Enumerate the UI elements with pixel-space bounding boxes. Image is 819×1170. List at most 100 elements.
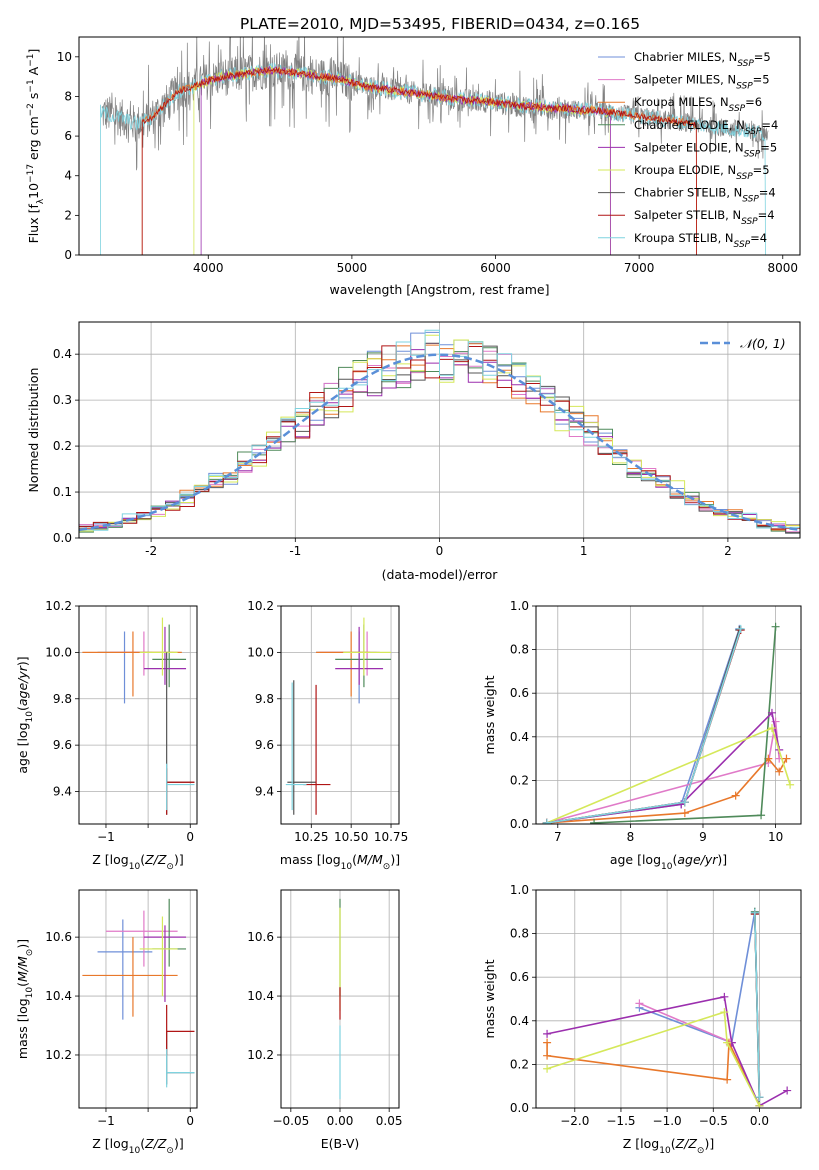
y-tick-label: 0.2 [510, 773, 529, 787]
legend-entry: Chabrier MILES, NSSP=5 [634, 50, 771, 69]
mass-weight-point-marker [543, 1038, 552, 1047]
label-fragment: 10 [659, 1146, 671, 1156]
axes-frame [280, 605, 400, 825]
label-fragment: ( [671, 1136, 676, 1151]
legend-entry: Kroupa MILES, NSSP=6 [634, 95, 762, 114]
label-fragment: ⊙ [166, 1146, 174, 1156]
legend-entry: Kroupa STELIB, NSSP=4 [634, 231, 767, 250]
y-tick-label: 10.2 [247, 599, 274, 613]
label-fragment: ⊙ [25, 949, 35, 957]
y-tick-label: 10.6 [247, 930, 274, 944]
mass-weight-point-marker [680, 809, 689, 818]
y-tick-label: 8 [64, 89, 72, 103]
mass-weight-point-marker [775, 767, 784, 776]
label-fragment: =6 [745, 95, 762, 109]
label-fragment: age [log [610, 852, 661, 867]
y-tick-label: 10.2 [45, 1048, 72, 1062]
label-fragment: mass [log [280, 852, 341, 867]
label-fragment: =4 [758, 208, 775, 222]
y-axis-label: mass weight [482, 959, 497, 1038]
x-axis-label: (data-model)/error [382, 567, 499, 582]
label-fragment: ] [26, 49, 41, 54]
axes-frame [78, 36, 801, 256]
y-tick-label: 0 [64, 248, 72, 262]
mass-vs-metallicity-panel: −1 010.210.410.6Z [log10(Z/Z⊙)]mass [log1… [15, 889, 198, 1156]
x-tick-label: 0.0 [750, 1114, 769, 1128]
mass-weight-point-marker [723, 1038, 732, 1047]
label-fragment: ( [140, 1136, 145, 1151]
label-fragment: −2 [26, 103, 36, 116]
y-tick-label: 0.1 [53, 485, 72, 499]
y-tick-label: 10.0 [247, 645, 274, 659]
y-tick-label: 9.6 [255, 738, 274, 752]
label-fragment: −1 [26, 54, 36, 67]
x-axis-label: age [log10(age/yr)] [610, 852, 727, 872]
x-tick-label: 10.50 [334, 830, 368, 844]
legend-entry: Chabrier STELIB, NSSP=4 [634, 186, 776, 205]
label-fragment: )] [15, 656, 30, 666]
x-axis-label: Z [log10(Z/Z⊙)] [92, 852, 183, 872]
x-axis-label: wavelength [Angstrom, rest frame] [329, 282, 549, 297]
x-tick-label: 0.00 [327, 1114, 354, 1128]
mass-weight-point-marker [543, 1064, 552, 1073]
x-tick-label: 0 [186, 830, 194, 844]
label-fragment: SSP [729, 104, 746, 114]
label-fragment: erg cm [26, 116, 41, 164]
y-tick-label: 4 [64, 169, 72, 183]
mass-weight-series-line [546, 628, 741, 824]
x-tick-label: 1 [580, 544, 588, 558]
label-fragment: =5 [753, 73, 770, 87]
label-fragment: Kroupa ELODIE, N [634, 163, 736, 177]
label-fragment: SSP [744, 149, 761, 159]
label-fragment: s [26, 93, 41, 104]
y-tick-label: 10 [57, 50, 72, 64]
x-tick-label: 10.75 [374, 830, 408, 844]
mass-weight-point-marker [782, 754, 791, 763]
model-spectrum-line [100, 61, 766, 255]
y-tick-label: 0.0 [510, 817, 529, 831]
x-tick-label: 10.25 [294, 830, 328, 844]
label-fragment: 10 [25, 987, 35, 999]
x-tick-label: −1.5 [606, 1114, 635, 1128]
y-tick-label: 0.4 [53, 347, 72, 361]
label-fragment: SSP [741, 217, 758, 227]
x-tick-label: 5000 [337, 261, 368, 275]
y-tick-label: 0.4 [510, 730, 529, 744]
mass-weight-series-line [546, 1011, 761, 1107]
label-fragment: Z/Z [675, 1136, 698, 1151]
x-tick-label: −2.0 [560, 1114, 589, 1128]
y-tick-label: 2 [64, 208, 72, 222]
label-fragment: Salpeter ELODIE, N [634, 140, 744, 154]
label-fragment: =4 [759, 186, 776, 200]
legend-entry: Salpeter MILES, NSSP=5 [634, 73, 770, 92]
plot-area [82, 898, 195, 1088]
mass-weight-series-line [546, 711, 780, 824]
label-fragment: 10 [26, 183, 41, 199]
y-tick-label: 0.6 [510, 970, 529, 984]
y-tick-label: 10.2 [247, 1048, 274, 1062]
label-fragment: SSP [736, 82, 753, 92]
axes-frame [535, 889, 802, 1109]
mass-weight-point-marker [755, 1101, 764, 1108]
mass-weight-series-line [546, 628, 742, 824]
label-fragment: =4 [750, 231, 767, 245]
x-tick-label: 6000 [480, 261, 511, 275]
label-fragment: ⊙ [383, 862, 391, 872]
label-fragment: )] [174, 852, 184, 867]
label-fragment: Chabrier ELODIE, N [634, 118, 745, 132]
label-fragment: ( [15, 982, 30, 987]
label-fragment: M/M [15, 956, 30, 982]
normal-distribution-curve [79, 353, 800, 532]
mass-weight-series-line [754, 912, 761, 1098]
label-fragment: =5 [753, 163, 770, 177]
label-fragment: Z [log [623, 1136, 659, 1151]
y-tick-label: 9.6 [53, 738, 72, 752]
model-spectrum-line [141, 66, 697, 255]
x-tick-label: −1 [97, 830, 115, 844]
mass-weight-series-line [546, 1042, 761, 1107]
age-vs-metallicity-panel: −1 09.49.69.810.010.2Z [log10(Z/Z⊙)]age [… [15, 599, 198, 872]
label-fragment: SSP [745, 127, 762, 137]
y-tick-label: 0.6 [510, 686, 529, 700]
label-fragment: 10 [25, 711, 35, 723]
label-fragment: Salpeter STELIB, N [634, 208, 741, 222]
